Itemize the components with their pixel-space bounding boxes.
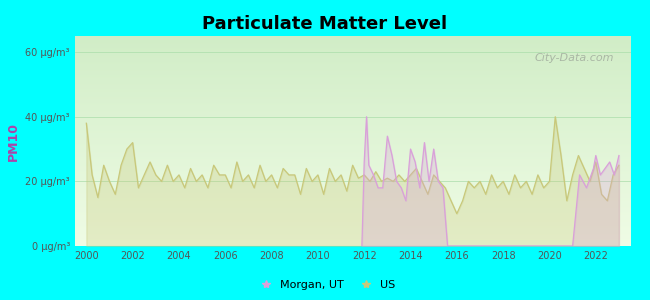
Text: City-Data.com: City-Data.com [534,53,614,63]
Y-axis label: PM10: PM10 [6,122,20,160]
Text: Particulate Matter Level: Particulate Matter Level [202,15,448,33]
Legend: Morgan, UT, US: Morgan, UT, US [250,276,400,294]
